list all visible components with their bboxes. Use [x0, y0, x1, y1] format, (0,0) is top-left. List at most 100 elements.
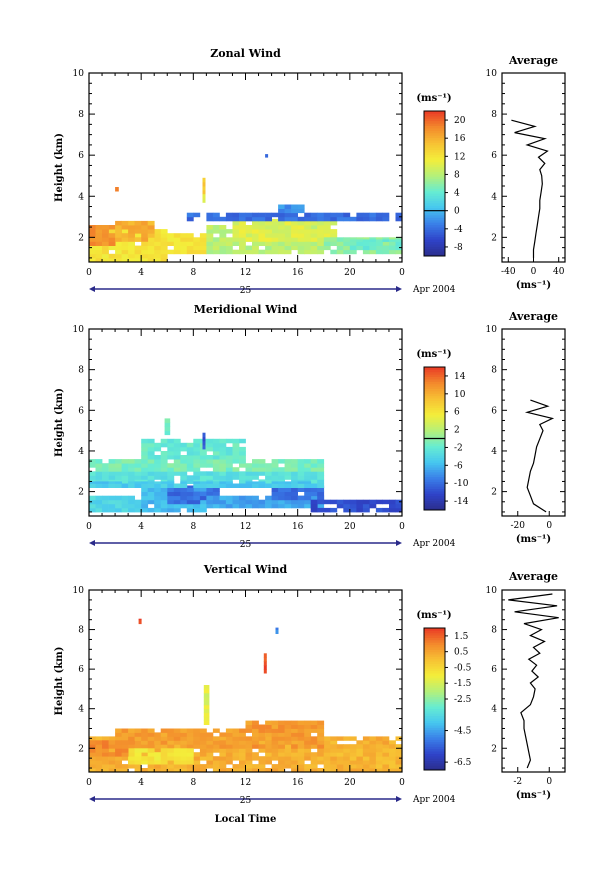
date-label: Apr 2004	[412, 539, 456, 549]
day-axis-arrow-right	[396, 286, 402, 292]
day-axis-arrow-left	[89, 286, 95, 292]
profile-line	[511, 119, 549, 258]
heatmap-region	[232, 218, 338, 242]
x-tick-label: 0	[399, 778, 405, 788]
colorbar-tick-label: 16	[454, 134, 466, 144]
profile-y-tick-label: 2	[491, 233, 497, 243]
y-tick-label: 4	[78, 447, 84, 457]
day-axis-arrow-right	[396, 540, 402, 546]
heatmap-region	[115, 220, 155, 242]
heatmap-region	[128, 748, 194, 765]
colorbar-unit: (ms⁻¹)	[416, 349, 451, 360]
profile-frame	[501, 328, 566, 517]
colorbar-tick-label: -2	[454, 443, 463, 453]
colorbar-tick-label: 0	[454, 207, 460, 217]
heatmap-region	[186, 212, 403, 222]
x-tick-label: 16	[292, 778, 304, 788]
profile-line	[524, 399, 555, 513]
date-label: Apr 2004	[412, 285, 456, 295]
x-tick-label: 4	[138, 268, 144, 278]
x-tick-label: 20	[344, 778, 356, 788]
y-axis-label: Height (km)	[54, 388, 65, 457]
x-tick-label: 0	[399, 522, 405, 532]
profile-y-tick-label: 8	[491, 110, 497, 120]
x-tick-label: 12	[240, 522, 251, 532]
y-tick-label: 8	[78, 110, 84, 120]
y-tick-label: 2	[78, 488, 84, 498]
colorbar-tick-label: -4	[454, 225, 463, 235]
profile-y-tick-label: 8	[491, 626, 497, 636]
colorbar-tick-label: -10	[454, 479, 469, 489]
colorbar-tick-label: 4	[454, 189, 460, 199]
colorbar-tick-label: -2.5	[454, 695, 472, 705]
heatmap-region	[141, 438, 246, 460]
heatmap-region	[202, 194, 206, 203]
y-tick-label: 4	[78, 705, 84, 715]
y-axis-label: Height (km)	[54, 133, 65, 202]
x-tick-label: 0	[86, 522, 92, 532]
x-tick-label: 4	[138, 522, 144, 532]
profile-x-label: (ms⁻¹)	[516, 790, 551, 801]
y-tick-label: 6	[78, 665, 84, 675]
colorbar-unit: (ms⁻¹)	[416, 93, 451, 104]
heatmap-region	[245, 720, 325, 749]
y-tick-label: 2	[78, 233, 84, 243]
profile-y-tick-label: 6	[491, 151, 497, 161]
profile-frame	[501, 72, 566, 263]
profile-x-tick-label: 0	[531, 267, 537, 277]
heatmap-region	[115, 187, 119, 192]
x-tick-label: 0	[399, 268, 405, 278]
x-tick-label: 4	[138, 778, 144, 788]
profile-x-tick-label: -20	[511, 521, 526, 531]
colorbar-tick-label: -0.5	[454, 663, 472, 673]
heatmap-region	[89, 481, 325, 488]
profile-y-tick-label: 2	[491, 744, 497, 754]
profile-title: Average	[508, 54, 558, 67]
heatmap-cells	[89, 618, 403, 773]
day-axis-arrow-left	[89, 796, 95, 802]
x-tick-label: 8	[190, 268, 196, 278]
colorbar-tick-label: -4.5	[454, 727, 472, 737]
colorbar-tick-label: 8	[454, 170, 460, 180]
x-tick-label: 12	[240, 778, 251, 788]
heatmap-region	[263, 653, 267, 674]
profile-x-label: (ms⁻¹)	[516, 280, 551, 291]
profile-x-tick-label: 0	[546, 521, 552, 531]
colorbar-tick-label: 14	[454, 372, 466, 382]
heatmap-region	[278, 204, 305, 214]
profile-y-tick-label: 8	[491, 366, 497, 376]
heatmap-region	[202, 177, 206, 195]
colorbar-tick-label: 12	[454, 152, 465, 162]
colorbar-tick-label: -1.5	[454, 679, 472, 689]
day-label: 25	[240, 796, 252, 806]
colorbar-frame	[423, 110, 446, 257]
profile-y-tick-label: 6	[491, 406, 497, 416]
heatmap-region	[349, 239, 403, 251]
colorbar-tick-label: 1.5	[454, 632, 469, 642]
colorbar-gradient	[424, 628, 445, 771]
panel-title: Meridional Wind	[194, 303, 298, 316]
x-tick-label: 20	[344, 268, 356, 278]
heatmap-region	[164, 418, 171, 436]
y-tick-label: 2	[78, 744, 84, 754]
x-tick-label: 8	[190, 522, 196, 532]
heatmap-cells	[89, 418, 403, 513]
colorbar-tick-label: -14	[454, 497, 469, 507]
colorbar-tick-label: -6.5	[454, 758, 472, 768]
x-tick-label: 16	[292, 522, 304, 532]
y-tick-label: 10	[73, 586, 85, 596]
profile-x-tick-label: 40	[553, 267, 565, 277]
x-axis-label: Local Time	[215, 814, 277, 825]
heatmap-region	[206, 495, 325, 509]
heatmap-region	[202, 432, 206, 450]
colorbar-gradient	[424, 111, 445, 257]
profile-title: Average	[508, 570, 558, 583]
profile-y-tick-label: 2	[491, 488, 497, 498]
x-tick-label: 0	[86, 778, 92, 788]
heatmap-region	[310, 499, 403, 513]
y-tick-label: 10	[73, 325, 85, 335]
